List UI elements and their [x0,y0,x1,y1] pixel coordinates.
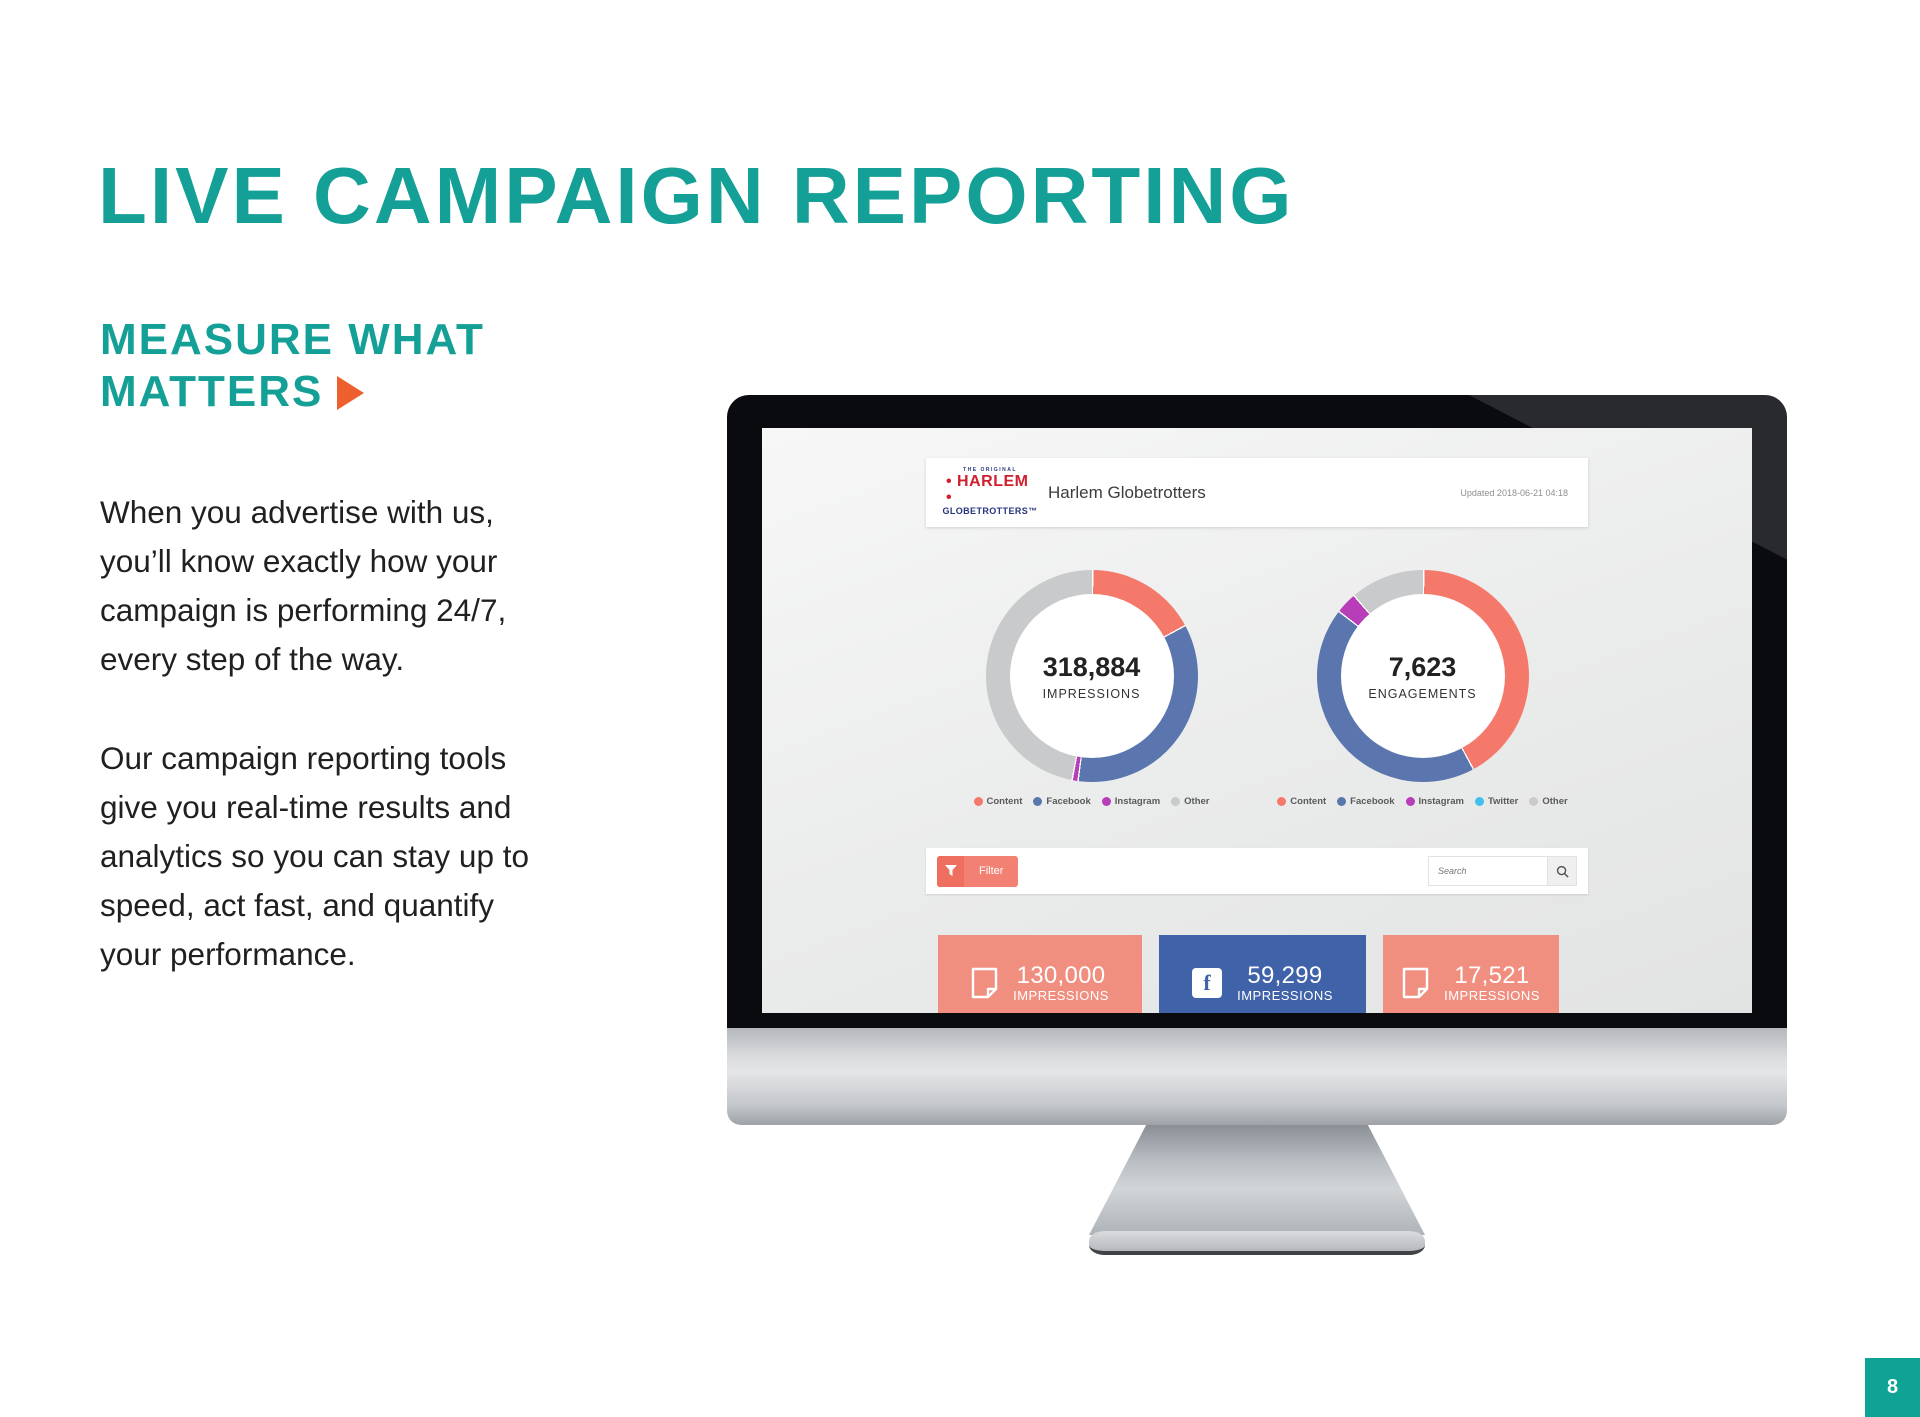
search-input[interactable] [1428,856,1548,886]
monitor-chin [727,1028,1787,1125]
stat-cards-row: 130,000 IMPRESSIONS f 59,299 IMPRESSIONS… [938,935,1559,1013]
search-button[interactable] [1548,856,1577,886]
impressions-chart-block: 318,884 IMPRESSIONS Content Facebook Ins… [926,570,1257,807]
page-title: LIVE CAMPAIGN REPORTING [98,150,1295,240]
stat-value: 130,000 [1016,961,1106,989]
account-name: Harlem Globetrotters [1048,482,1206,502]
legend-item-facebook[interactable]: Facebook [1337,796,1395,807]
content-dot-icon [973,797,983,806]
last-updated-timestamp: Updated 2018-06-21 04:18 [1460,487,1568,498]
facebook-icon: f [1192,968,1223,998]
stat-label: IMPRESSIONS [1237,988,1333,1004]
other-dot-icon [1529,797,1539,806]
engagements-legend: Content Facebook Instagram Twitter Other [1277,796,1568,807]
engagements-chart-block: 7,623 ENGAGEMENTS Content Facebook Insta… [1257,570,1588,807]
search-area [1428,856,1577,886]
logo-wordmark-top: • HARLEM • [946,472,1029,507]
legend-item-instagram[interactable]: Instagram [1405,796,1464,807]
legend-item-content[interactable]: Content [973,796,1022,807]
content-dot-icon [1277,797,1287,806]
engagements-donut-chart: 7,623 ENGAGEMENTS [1316,570,1529,782]
legend-item-instagram[interactable]: Instagram [1101,796,1160,807]
monitor-mockup: THE ORIGINAL • HARLEM • GLOBETROTTERS™ H… [727,395,1787,1256]
arrow-icon [337,375,365,410]
instagram-dot-icon [1101,797,1111,806]
other-dot-icon [1171,797,1181,806]
stat-label: IMPRESSIONS [1013,988,1109,1004]
harlem-globetrotters-logo: THE ORIGINAL • HARLEM • GLOBETROTTERS™ [942,467,1037,517]
document-icon [1402,967,1429,999]
facebook-dot-icon [1033,797,1043,806]
engagements-label: ENGAGEMENTS [1368,686,1477,701]
document-icon [971,967,998,999]
facebook-dot-icon [1337,797,1347,806]
filter-button-label: Filter [979,865,1004,877]
twitter-dot-icon [1474,797,1484,806]
impressions-legend: Content Facebook Instagram Other [973,796,1210,807]
page-number-badge: 8 [1865,1358,1920,1417]
stat-value: 17,521 [1454,961,1530,989]
legend-item-content[interactable]: Content [1277,796,1326,807]
body-paragraph: Our campaign reporting tools give you re… [100,739,529,973]
charts-row: 318,884 IMPRESSIONS Content Facebook Ins… [926,570,1588,807]
body-copy: When you advertise with us, you’ll know … [100,488,620,1028]
body-paragraph: When you advertise with us, you’ll know … [100,494,507,678]
impressions-donut-chart: 318,884 IMPRESSIONS [985,570,1198,782]
search-icon [1556,865,1569,878]
legend-item-other[interactable]: Other [1171,796,1210,807]
stat-value: 59,299 [1247,961,1323,989]
monitor-stand-base [1089,1231,1425,1255]
funnel-icon [937,855,964,887]
stat-label: IMPRESSIONS [1444,988,1540,1004]
donut-center: 7,623 ENGAGEMENTS [1340,594,1505,758]
filter-button[interactable]: Filter [937,855,1019,887]
logo-tagline: THE ORIGINAL [963,467,1017,474]
legend-item-facebook[interactable]: Facebook [1033,796,1091,807]
engagements-total: 7,623 [1388,651,1457,682]
stat-card-content-impressions: 130,000 IMPRESSIONS [938,935,1142,1013]
monitor-stand-neck [1089,1125,1425,1235]
dashboard-header: THE ORIGINAL • HARLEM • GLOBETROTTERS™ H… [926,458,1588,527]
stat-card-other-impressions: 17,521 IMPRESSIONS [1383,935,1559,1013]
instagram-dot-icon [1405,797,1415,806]
legend-item-other[interactable]: Other [1529,796,1568,807]
donut-center: 318,884 IMPRESSIONS [1009,594,1174,758]
dashboard-screen: THE ORIGINAL • HARLEM • GLOBETROTTERS™ H… [762,428,1752,1013]
subheading-text: MEASURE WHAT MATTERS [100,315,485,416]
legend-item-twitter[interactable]: Twitter [1474,796,1518,807]
stat-card-facebook-impressions: f 59,299 IMPRESSIONS [1159,935,1366,1013]
impressions-total: 318,884 [1042,651,1141,682]
filter-toolbar: Filter [926,848,1588,894]
logo-wordmark-bottom: GLOBETROTTERS™ [942,506,1038,517]
section-subheading: MEASURE WHAT MATTERS [100,314,485,418]
impressions-label: IMPRESSIONS [1042,686,1141,701]
